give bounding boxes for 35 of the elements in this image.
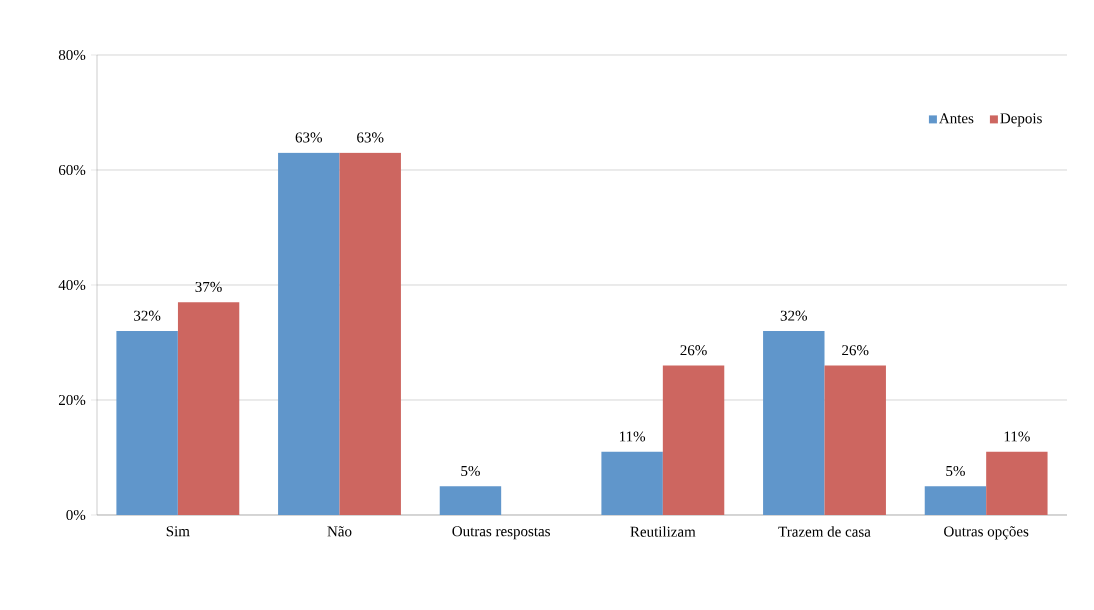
bar: [177, 302, 240, 515]
y-tick-label: 20%: [58, 394, 86, 406]
data-label: 26%: [842, 345, 869, 356]
data-label: 5%: [461, 465, 480, 477]
data-label: 63%: [357, 132, 384, 143]
bar: [601, 451, 663, 515]
data-label: 26%: [680, 345, 707, 356]
data-label: 63%: [295, 132, 323, 143]
bar: [763, 331, 825, 515]
data-label: 37%: [195, 281, 222, 293]
bar: [662, 365, 725, 515]
x-tick-label: Não: [327, 526, 352, 537]
x-tick-label: Outras respostas: [452, 526, 550, 540]
bar: [986, 451, 1048, 515]
y-tick-label: 60%: [58, 164, 86, 176]
x-tick-label: Trazem de casa: [778, 526, 871, 537]
bar: [439, 486, 502, 515]
bar: [116, 331, 178, 515]
legend-label: Depois: [1000, 113, 1042, 127]
y-tick-label: 80%: [58, 49, 86, 61]
data-label: 32%: [134, 310, 161, 321]
legend-label: Antes: [939, 113, 974, 124]
bar: [924, 486, 987, 515]
data-label: 32%: [780, 310, 808, 321]
data-label: 5%: [946, 465, 965, 477]
bar: [339, 152, 401, 515]
y-tick-label: 0%: [66, 509, 86, 521]
x-tick-label: Sim: [166, 526, 190, 537]
data-label: 11%: [1004, 431, 1030, 442]
bar: [278, 152, 340, 515]
x-tick-label: Outras opções: [944, 526, 1029, 540]
x-tick-label: Reutilizam: [630, 526, 696, 537]
bar: [824, 365, 886, 515]
y-tick-label: 40%: [58, 279, 86, 291]
data-label: 11%: [619, 431, 646, 442]
